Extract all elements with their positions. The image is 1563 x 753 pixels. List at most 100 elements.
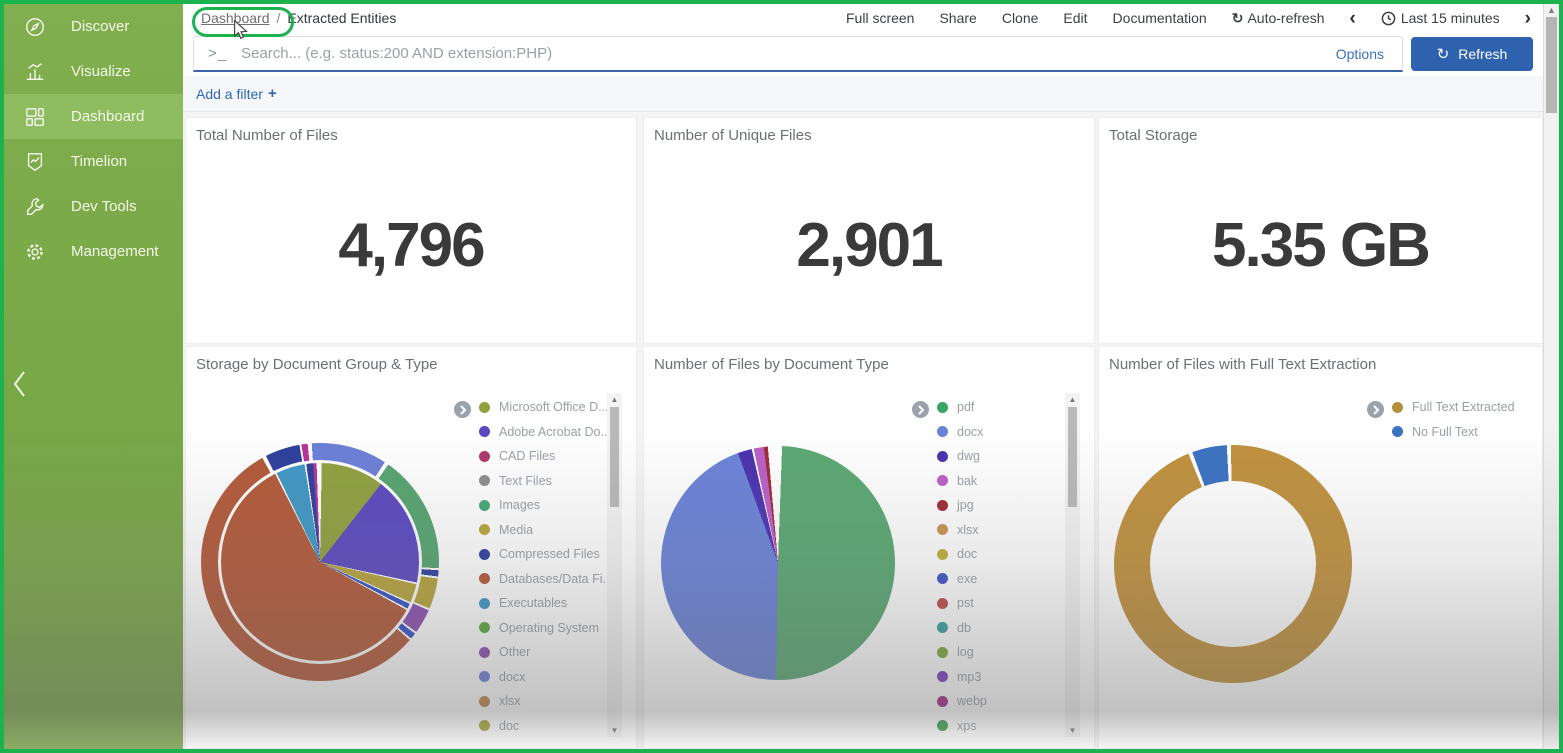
legend-item[interactable]: Microsoft Office D... [479, 395, 613, 420]
legend-color-dot [479, 573, 490, 585]
sidebar-collapse-button[interactable] [10, 362, 36, 406]
legend-item[interactable]: Full Text Extracted [1392, 395, 1515, 420]
pie-inner-ring[interactable] [218, 460, 422, 664]
legend-color-dot [479, 597, 490, 609]
options-link[interactable]: Options [1335, 45, 1384, 62]
auto-refresh-button[interactable]: ↻ Auto-refresh [1231, 9, 1325, 26]
legend-item[interactable]: log [937, 640, 987, 665]
sidebar-item-discover[interactable]: Discover [4, 4, 183, 49]
legend-scrollbar[interactable]: ▲ ▼ [607, 393, 622, 737]
chevron-left-icon [13, 371, 25, 397]
legend-item[interactable]: Databases/Data Fi... [479, 567, 613, 592]
scrollbar-thumb[interactable] [610, 407, 619, 507]
sidebar-item-label: Discover [71, 18, 130, 35]
search-input[interactable]: >_ Search... (e.g. status:200 AND extens… [193, 36, 1403, 72]
legend-color-dot [1392, 401, 1403, 413]
legend-item[interactable]: doc [937, 542, 987, 567]
scrollbar-thumb[interactable] [1546, 17, 1557, 113]
legend-item[interactable]: docx [937, 420, 987, 445]
pie-chart-file-types [661, 446, 895, 680]
legend-expand-button[interactable] [1367, 401, 1384, 418]
legend-color-dot [937, 720, 948, 732]
donut-ring[interactable] [1114, 445, 1352, 683]
legend-item[interactable]: jpg [937, 493, 987, 518]
legend-item[interactable]: CAD Files [479, 444, 613, 469]
scroll-up-arrow[interactable]: ▲ [1547, 5, 1556, 15]
search-bar-row: >_ Search... (e.g. status:200 AND extens… [183, 32, 1543, 76]
chart-panel-files-by-type: Number of Files by Document Type pdf docx… [643, 346, 1095, 749]
time-back-button[interactable]: ‹ [1349, 7, 1356, 29]
sidebar-item-label: Dashboard [71, 108, 145, 125]
add-filter-link[interactable]: Add a filter [196, 85, 263, 102]
legend-item[interactable]: xlsx [479, 689, 613, 714]
legend-label: Operating System [499, 620, 600, 635]
pie-chart-storage [201, 443, 439, 681]
menu-full-screen[interactable]: Full screen [846, 10, 915, 26]
legend-item[interactable]: Executables [479, 591, 613, 616]
legend-item[interactable]: Media [479, 518, 613, 543]
legend: Microsoft Office D... Adobe Acrobat Do...… [479, 395, 613, 738]
legend-item[interactable]: doc [479, 714, 613, 739]
legend-item[interactable]: Images [479, 493, 613, 518]
main-area: Dashboard / Extracted Entities Full scre… [183, 4, 1559, 749]
time-range-picker[interactable]: Last 15 minutes [1381, 10, 1500, 26]
legend-item[interactable]: mp3 [937, 665, 987, 690]
sidebar-item-management[interactable]: Management [4, 229, 183, 274]
scroll-up-arrow[interactable]: ▲ [1068, 395, 1077, 404]
legend-item[interactable]: Adobe Acrobat Do... [479, 420, 613, 445]
menu-share[interactable]: Share [939, 10, 977, 26]
pie-outer-ring[interactable] [201, 443, 439, 681]
legend-item[interactable]: No Full Text [1392, 420, 1515, 445]
scroll-down-arrow[interactable]: ▼ [1068, 726, 1077, 735]
legend-item[interactable]: docx [479, 665, 613, 690]
dashboard-actions-menu: Full screen Share Clone Edit Documentati… [846, 9, 1531, 28]
legend-item[interactable]: Other [479, 640, 613, 665]
legend-item[interactable]: Operating System [479, 616, 613, 641]
pie-slices[interactable] [661, 446, 895, 680]
page-scrollbar[interactable]: ▲ [1543, 4, 1559, 749]
chart-panel-storage-by-group: Storage by Document Group & Type Microso… [185, 346, 637, 749]
legend-item[interactable]: Compressed Files [479, 542, 613, 567]
legend-expand-button[interactable] [912, 401, 929, 418]
refresh-button[interactable]: ↻ Refresh [1411, 37, 1533, 71]
menu-edit[interactable]: Edit [1063, 10, 1088, 26]
legend-item[interactable]: dwg [937, 444, 987, 469]
legend-item[interactable]: webp [937, 689, 987, 714]
legend-item[interactable]: xlsx [937, 518, 987, 543]
legend-item[interactable]: bak [937, 469, 987, 494]
legend-label: doc [957, 547, 978, 562]
sidebar-item-visualize[interactable]: Visualize [4, 49, 183, 94]
menu-documentation[interactable]: Documentation [1112, 10, 1207, 26]
legend-label: webp [957, 694, 987, 709]
legend-color-dot [937, 524, 948, 536]
legend-color-dot [479, 475, 490, 487]
scroll-up-arrow[interactable]: ▲ [610, 395, 619, 404]
plus-icon[interactable]: + [267, 85, 277, 102]
menu-clone[interactable]: Clone [1001, 10, 1039, 26]
breadcrumb-dashboard-link[interactable]: Dashboard [201, 10, 270, 26]
legend-item[interactable]: xps [937, 714, 987, 739]
legend-item[interactable]: Text Files [479, 469, 613, 494]
legend-label: dwg [957, 449, 980, 464]
legend-expand-button[interactable] [454, 401, 471, 418]
sidebar-item-label: Visualize [71, 63, 131, 80]
legend-color-dot [937, 401, 948, 413]
metric-panel-total-storage: Total Storage 5.35 GB [1098, 117, 1543, 344]
sidebar-item-timelion[interactable]: Timelion [4, 139, 183, 184]
scrollbar-thumb[interactable] [1068, 407, 1077, 507]
legend-scrollbar[interactable]: ▲ ▼ [1065, 393, 1080, 737]
legend-color-dot [479, 622, 490, 634]
legend-item[interactable]: exe [937, 567, 987, 592]
legend-item[interactable]: pdf [937, 395, 987, 420]
legend-item[interactable]: db [937, 616, 987, 641]
sidebar-item-dashboard[interactable]: Dashboard [4, 94, 183, 139]
legend-item[interactable]: pst [937, 591, 987, 616]
panel-title: Number of Files by Document Type [654, 356, 889, 373]
scroll-down-arrow[interactable]: ▼ [610, 726, 619, 735]
time-forward-button[interactable]: › [1524, 7, 1531, 29]
chevron-right-icon [1372, 404, 1379, 415]
legend-label: docx [957, 424, 984, 439]
sidebar-item-dev-tools[interactable]: Dev Tools [4, 184, 183, 229]
metric-value: 2,901 [796, 211, 943, 280]
legend-color-dot [479, 401, 490, 413]
